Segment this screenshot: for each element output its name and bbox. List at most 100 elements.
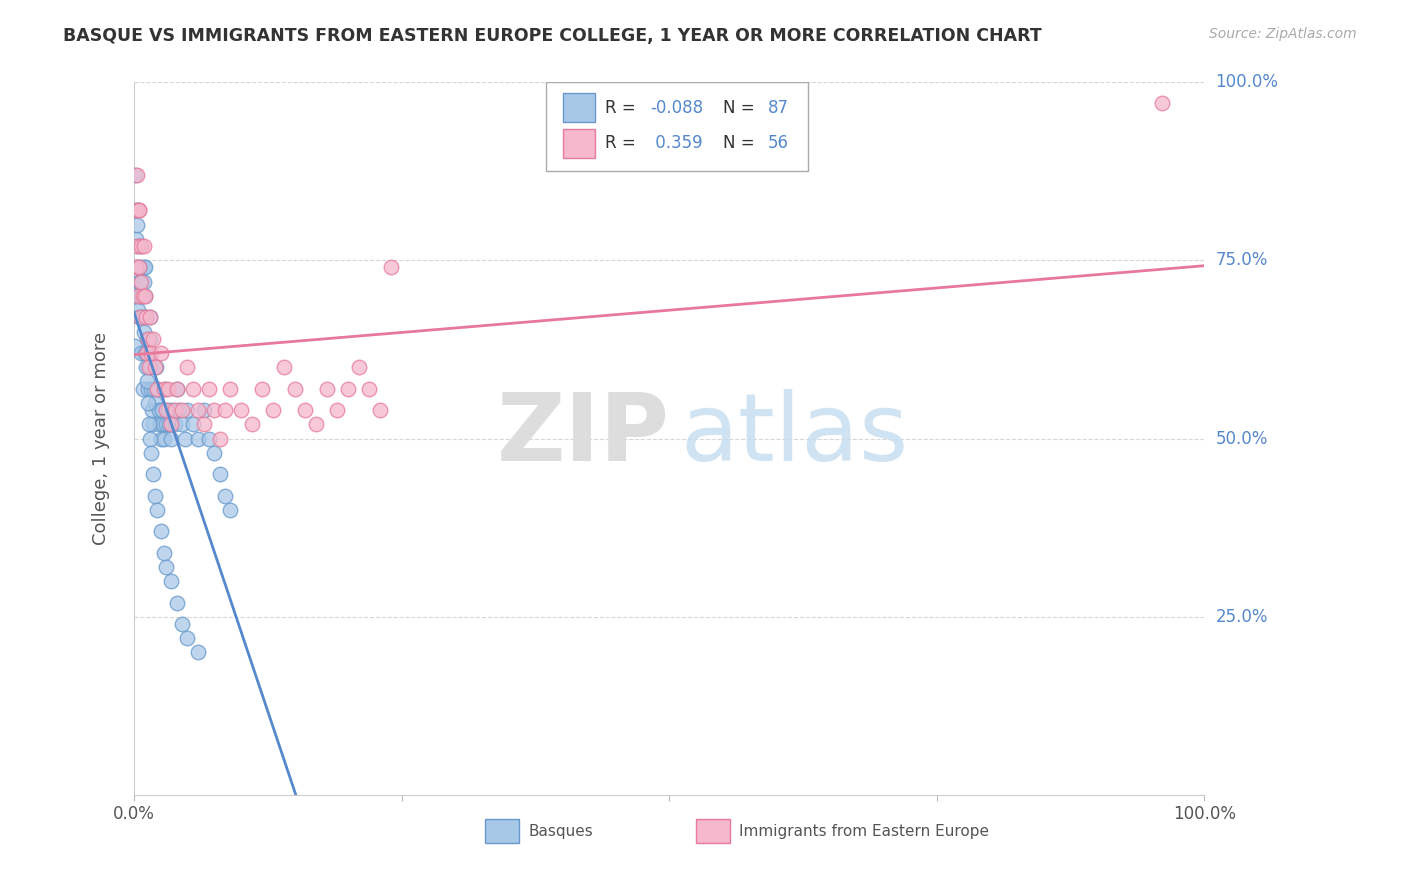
Point <box>160 432 183 446</box>
Point <box>128 260 150 275</box>
Point <box>136 332 159 346</box>
Point <box>149 524 172 539</box>
Point <box>142 417 165 432</box>
Point <box>139 432 162 446</box>
Point <box>359 382 381 396</box>
Point <box>143 382 166 396</box>
Point <box>347 360 370 375</box>
Point <box>131 239 153 253</box>
Point <box>149 417 172 432</box>
Point <box>149 432 172 446</box>
Point <box>262 403 284 417</box>
Point <box>132 275 155 289</box>
Point <box>134 289 156 303</box>
Point <box>135 375 157 389</box>
Point <box>128 275 150 289</box>
Point <box>148 403 170 417</box>
Text: 87: 87 <box>768 99 789 117</box>
Point <box>208 467 231 482</box>
Point <box>129 275 152 289</box>
Point <box>143 396 166 410</box>
Point <box>219 382 242 396</box>
Point <box>125 260 148 275</box>
Point <box>193 403 215 417</box>
Point <box>128 310 150 325</box>
Point <box>131 382 153 396</box>
Point <box>135 346 157 360</box>
Point <box>176 631 198 645</box>
Point <box>139 382 162 396</box>
Point <box>198 382 221 396</box>
Point <box>142 467 165 482</box>
Point <box>155 417 177 432</box>
Point <box>141 403 163 417</box>
Point <box>143 360 166 375</box>
Point <box>128 203 150 218</box>
Text: N =: N = <box>723 99 755 117</box>
Point <box>305 417 328 432</box>
Point <box>229 403 252 417</box>
Text: 50.0%: 50.0% <box>1216 430 1268 448</box>
Text: 75.0%: 75.0% <box>1216 252 1268 269</box>
Point <box>131 275 153 289</box>
Point <box>294 403 316 417</box>
Point <box>155 403 177 417</box>
Point <box>128 203 150 218</box>
Point <box>157 417 180 432</box>
Point <box>135 346 157 360</box>
Point <box>174 432 197 446</box>
Point <box>127 303 149 318</box>
Point <box>146 503 169 517</box>
Point <box>219 503 242 517</box>
Point <box>187 403 209 417</box>
FancyBboxPatch shape <box>564 94 595 122</box>
FancyBboxPatch shape <box>546 82 808 171</box>
Point <box>152 417 174 432</box>
Point <box>135 360 157 375</box>
Point <box>150 403 173 417</box>
Point <box>138 346 160 360</box>
Text: Basques: Basques <box>529 824 593 839</box>
Point <box>166 382 188 396</box>
Point <box>153 432 176 446</box>
Point <box>166 595 188 609</box>
Point <box>181 382 204 396</box>
Point <box>138 360 160 375</box>
Point <box>129 260 152 275</box>
Point <box>135 310 157 325</box>
Text: 56: 56 <box>768 135 789 153</box>
Point <box>139 310 162 325</box>
Point <box>166 382 188 396</box>
Point <box>138 417 160 432</box>
Point <box>149 346 172 360</box>
Text: BASQUE VS IMMIGRANTS FROM EASTERN EUROPE COLLEGE, 1 YEAR OR MORE CORRELATION CHA: BASQUE VS IMMIGRANTS FROM EASTERN EUROPE… <box>63 27 1042 45</box>
Point <box>1150 96 1173 111</box>
Point <box>153 546 176 560</box>
Point <box>214 489 236 503</box>
Point <box>128 260 150 275</box>
Text: atlas: atlas <box>681 389 908 481</box>
Point <box>127 289 149 303</box>
Point <box>172 403 194 417</box>
Point <box>127 203 149 218</box>
Point <box>131 239 153 253</box>
Point <box>172 616 194 631</box>
Point <box>337 382 360 396</box>
Point <box>273 360 295 375</box>
Point <box>146 382 169 396</box>
FancyBboxPatch shape <box>564 129 595 158</box>
Y-axis label: College, 1 year or more: College, 1 year or more <box>93 332 110 545</box>
Point <box>139 360 162 375</box>
Point <box>252 382 274 396</box>
Point <box>153 382 176 396</box>
Text: 25.0%: 25.0% <box>1216 607 1268 626</box>
Point <box>163 417 186 432</box>
Point <box>143 489 166 503</box>
Point <box>125 203 148 218</box>
Text: R =: R = <box>605 99 636 117</box>
Point <box>160 417 183 432</box>
Point <box>315 382 337 396</box>
Text: -0.088: -0.088 <box>650 99 703 117</box>
Point <box>124 339 146 353</box>
Point <box>176 360 198 375</box>
